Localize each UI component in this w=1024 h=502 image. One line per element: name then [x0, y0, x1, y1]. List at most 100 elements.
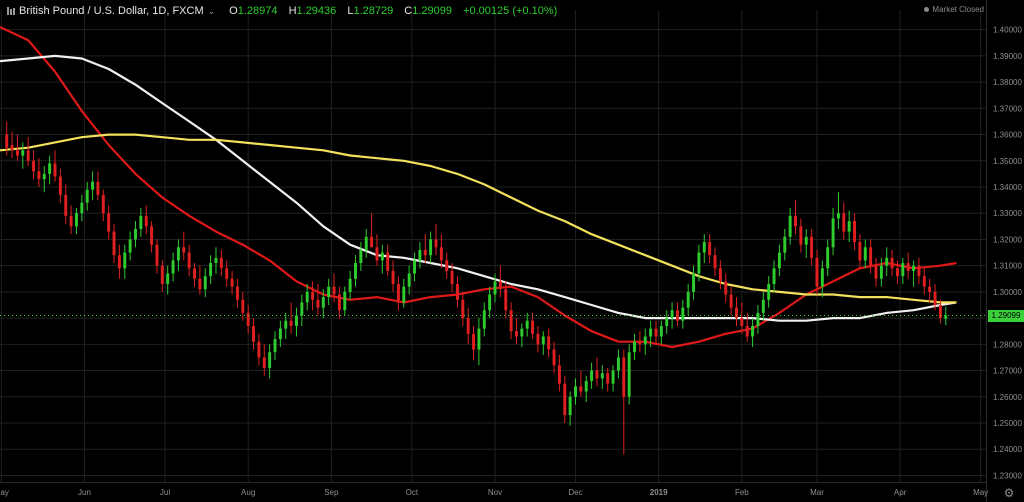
- candle-body: [563, 383, 567, 416]
- time-axis[interactable]: May Jun Jul Aug Sep Oct Nov Dec 2019 Feb Mar Apr May: [0, 488, 988, 497]
- candle-body: [842, 213, 846, 232]
- candle-body: [21, 150, 25, 156]
- chevron-down-icon[interactable]: ⌄: [207, 5, 216, 16]
- candle-body: [225, 268, 229, 279]
- price-tick-label: 1.26000: [993, 393, 1022, 402]
- candle-body: [606, 373, 610, 384]
- candle: [128, 231, 132, 261]
- candle-body: [724, 281, 728, 295]
- candle: [879, 257, 883, 287]
- candle-body: [461, 299, 465, 319]
- candle-body: [944, 315, 948, 319]
- candle: [123, 244, 127, 279]
- candle: [874, 257, 878, 287]
- candle-body: [91, 181, 95, 190]
- candle-body: [751, 325, 755, 337]
- candle: [783, 228, 787, 261]
- candle-body: [359, 249, 363, 264]
- candle-body: [675, 310, 679, 321]
- candle-body: [246, 312, 250, 326]
- candle-body: [928, 286, 932, 292]
- candle: [69, 205, 73, 235]
- candle: [611, 365, 615, 392]
- candle-body: [713, 255, 717, 269]
- gear-icon[interactable]: ⚙: [1003, 486, 1015, 500]
- candle: [445, 252, 449, 279]
- candle: [638, 331, 642, 353]
- candle-body: [906, 263, 910, 271]
- candle: [488, 286, 492, 319]
- candle-body: [117, 255, 121, 269]
- candle-body: [316, 299, 320, 308]
- candle: [311, 281, 315, 311]
- candle-body: [32, 160, 36, 172]
- candle-body: [735, 307, 738, 319]
- candle: [198, 265, 202, 295]
- candle-body: [922, 276, 926, 287]
- candlestick-series: [5, 121, 948, 455]
- candle-body: [702, 242, 706, 253]
- candle-body: [729, 294, 733, 308]
- candle-body: [595, 370, 599, 379]
- time-tick-label: May: [0, 488, 9, 497]
- candle: [557, 354, 561, 392]
- candle-body: [160, 265, 164, 285]
- candle-body: [815, 257, 819, 287]
- symbol-title[interactable]: British Pound / U.S. Dollar, 1D, FXCM: [19, 5, 204, 17]
- candle: [794, 200, 797, 235]
- candle: [675, 302, 679, 326]
- candle-body: [380, 252, 384, 261]
- price-tick-label: 1.37000: [993, 104, 1022, 113]
- candle-body: [321, 297, 325, 308]
- candle: [53, 150, 57, 182]
- candle-body: [772, 268, 776, 285]
- candle: [708, 234, 712, 264]
- candle: [182, 231, 186, 261]
- candle-body: [230, 278, 234, 287]
- candle: [702, 234, 706, 264]
- candle: [15, 134, 19, 161]
- candle-body: [670, 310, 674, 319]
- time-tick-label: 2019: [650, 488, 668, 497]
- candle: [343, 286, 347, 316]
- candle: [547, 328, 551, 358]
- candle: [525, 312, 529, 337]
- candle: [85, 181, 89, 211]
- candle: [139, 207, 143, 237]
- candle-body: [407, 273, 411, 287]
- candle: [305, 284, 309, 311]
- candle: [262, 344, 266, 376]
- candle: [257, 333, 261, 366]
- candle-body: [144, 215, 148, 227]
- candle-body: [515, 331, 518, 337]
- candle-body: [69, 215, 73, 227]
- candle-body: [820, 268, 824, 287]
- candle: [455, 276, 459, 308]
- chart-bars-icon[interactable]: [6, 6, 16, 16]
- candle: [364, 228, 368, 258]
- candle-body: [638, 341, 642, 345]
- ohlc-readout: O1.28974 H1.29436 L1.28729 C1.29099 +0.0…: [229, 5, 557, 17]
- candle: [450, 263, 454, 292]
- candle-body: [348, 278, 352, 292]
- time-tick-label: Nov: [488, 488, 502, 497]
- candle: [568, 391, 572, 426]
- candle: [101, 189, 105, 222]
- candle-body: [869, 247, 873, 266]
- open-label: O: [229, 5, 238, 17]
- candle: [869, 239, 873, 274]
- price-axis[interactable]: 1.40000 1.39000 1.38000 1.37000 1.36000 1.350…: [993, 26, 1022, 481]
- candle-body: [477, 328, 481, 350]
- candle-body: [890, 257, 894, 269]
- candle: [316, 284, 320, 316]
- candle: [944, 306, 948, 326]
- candle: [472, 325, 476, 361]
- candle: [740, 302, 744, 334]
- moving-average-lines: [0, 26, 957, 349]
- price-tick-label: 1.38000: [993, 78, 1022, 87]
- price-tick-label: 1.36000: [993, 131, 1022, 140]
- candle: [633, 333, 637, 361]
- candle-body: [37, 171, 41, 180]
- candle-body: [5, 134, 9, 148]
